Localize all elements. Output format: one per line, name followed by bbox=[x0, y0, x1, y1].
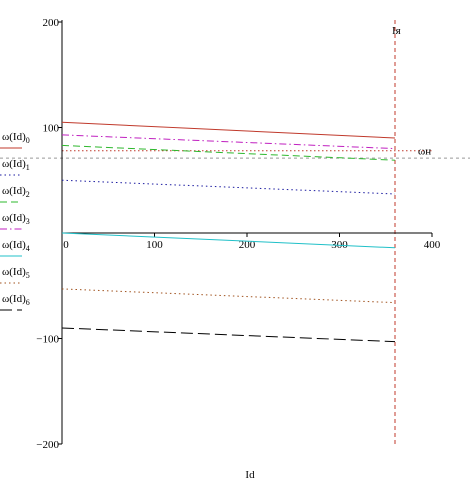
x-axis-title: Id bbox=[245, 469, 255, 481]
x-tick-label: 0 bbox=[63, 239, 69, 251]
x-tick-label: 100 bbox=[146, 239, 163, 251]
legend-label: ω(Id)5 bbox=[2, 266, 30, 280]
series-line-2 bbox=[61, 144, 396, 161]
y-tick-label: 100 bbox=[43, 123, 60, 135]
series-lines bbox=[61, 121, 396, 343]
legend-label: ω(Id)2 bbox=[2, 185, 30, 199]
legend-label: ω(Id)1 bbox=[2, 158, 30, 172]
y-tick-label: 200 bbox=[43, 17, 60, 29]
series-line-5 bbox=[61, 288, 396, 304]
legend-label: ω(Id)4 bbox=[2, 239, 30, 253]
reference-label-vertical: Iя bbox=[392, 25, 401, 37]
series-line-6 bbox=[61, 327, 396, 343]
reference-label-omega-n: ωн bbox=[418, 146, 431, 158]
x-tick-label: 200 bbox=[239, 239, 256, 251]
series-line-0 bbox=[61, 121, 396, 139]
x-tick-label: 400 bbox=[424, 239, 441, 251]
legend: ω(Id)0 ω(Id)1 ω(Id)2 ω(Id)3 ω(Id)4 ω(Id)5 ω(Id… bbox=[0, 131, 30, 311]
series-line-4 bbox=[61, 232, 396, 249]
series-line-3 bbox=[61, 134, 396, 150]
legend-label: ω(Id)0 bbox=[2, 131, 30, 145]
legend-label: ω(Id)3 bbox=[2, 212, 30, 226]
legend-label: ω(Id)6 bbox=[2, 293, 30, 307]
reference-lines: ωн Iя bbox=[0, 20, 470, 444]
y-tick-label: −100 bbox=[36, 334, 59, 346]
y-tick-label: −200 bbox=[36, 439, 59, 451]
series-line-1 bbox=[61, 179, 396, 195]
